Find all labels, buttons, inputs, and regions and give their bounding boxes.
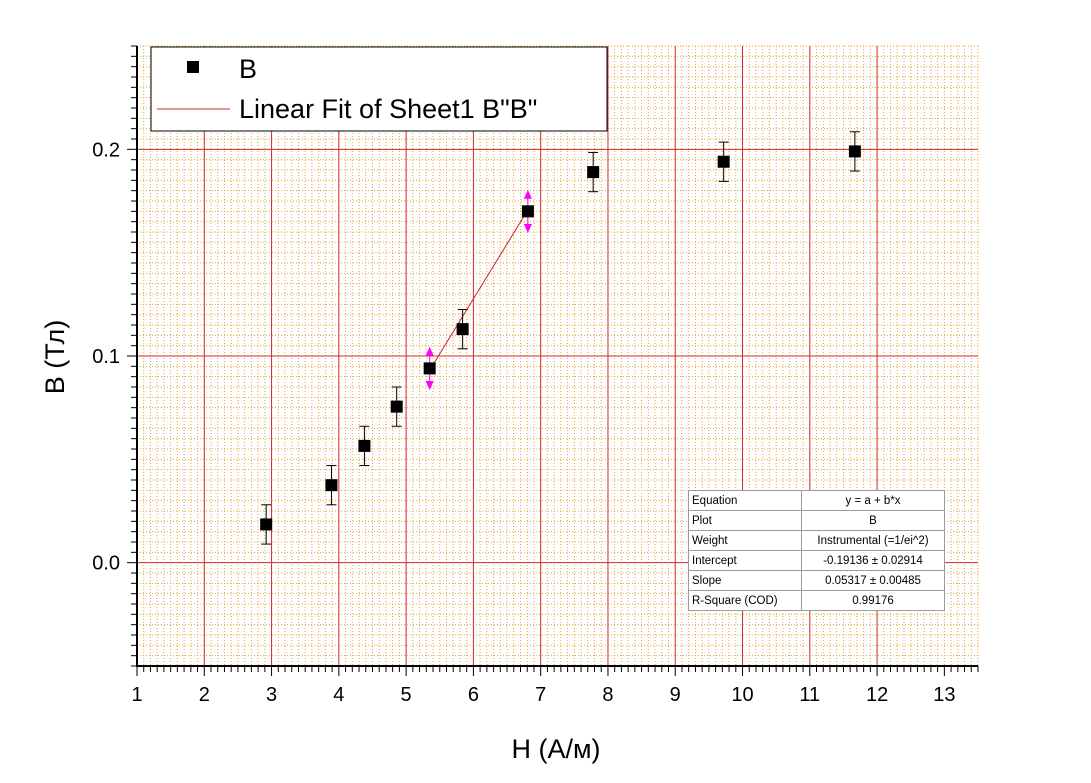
x-tick-label: 10 <box>731 684 753 706</box>
table-row: Equation y = a + b*x <box>688 490 945 511</box>
table-row: Slope 0.05317 ± 0.00485 <box>688 570 945 591</box>
legend-marker-square <box>187 61 199 73</box>
error-cap-arrow <box>523 189 532 199</box>
axes <box>127 45 979 676</box>
table-key: Plot <box>688 510 802 531</box>
data-point <box>260 518 273 531</box>
legend: B Linear Fit of Sheet1 B"B" <box>150 46 608 132</box>
fit-results-table: Equation y = a + b*x Plot B Weight Instr… <box>688 490 945 611</box>
x-tick-label: 3 <box>266 684 277 706</box>
error-cap-arrow <box>425 381 434 391</box>
data-point <box>848 145 861 158</box>
table-key: Intercept <box>688 550 802 571</box>
data-point <box>390 400 403 413</box>
y-tick-label: 0.2 <box>92 139 120 161</box>
legend-label-fit: Linear Fit of Sheet1 B"B" <box>239 94 537 124</box>
data-point <box>521 205 534 218</box>
tick-labels: 1 2 3 4 5 6 7 8 9 10 11 12 130.00.10.2 <box>92 139 955 706</box>
x-tick-label: 11 <box>799 684 820 706</box>
table-value: B <box>801 510 945 531</box>
error-cap-arrow <box>425 346 434 356</box>
x-tick-label: 7 <box>535 684 546 706</box>
x-axis-title: H (А/м) <box>511 734 600 764</box>
error-cap-arrow <box>523 223 532 233</box>
legend-label-b: B <box>239 54 257 84</box>
major-grid <box>137 46 978 666</box>
table-value: y = a + b*x <box>801 490 945 511</box>
legend-box <box>150 46 608 132</box>
fit-line <box>429 209 529 371</box>
x-tick-label: 12 <box>866 684 888 706</box>
data-point <box>325 479 338 492</box>
x-tick-label: 13 <box>933 684 955 706</box>
data-point <box>717 155 730 168</box>
table-row: Plot B <box>688 510 945 531</box>
x-tick-label: 6 <box>468 684 479 706</box>
data-point <box>456 323 469 336</box>
table-value: 0.99176 <box>801 590 945 611</box>
data-point <box>587 166 600 179</box>
table-value: -0.19136 ± 0.02914 <box>801 550 945 571</box>
y-axis-title: B (Тл) <box>40 320 70 395</box>
fit-line-layer <box>429 209 529 371</box>
x-tick-label: 1 <box>131 684 142 706</box>
data-point <box>358 439 371 452</box>
table-value: 0.05317 ± 0.00485 <box>801 570 945 591</box>
y-tick-label: 0.1 <box>92 346 120 368</box>
x-tick-label: 8 <box>602 684 613 706</box>
x-tick-label: 5 <box>401 684 412 706</box>
x-tick-label: 4 <box>333 684 344 706</box>
table-key: Slope <box>688 570 802 591</box>
table-value: Instrumental (=1/ei^2) <box>801 530 945 551</box>
data-point <box>423 362 436 375</box>
x-tick-label: 2 <box>199 684 210 706</box>
table-key: Equation <box>688 490 802 511</box>
table-row: R-Square (COD) 0.99176 <box>688 590 945 611</box>
x-tick-label: 9 <box>670 684 681 706</box>
table-row: Intercept -0.19136 ± 0.02914 <box>688 550 945 571</box>
table-row: Weight Instrumental (=1/ei^2) <box>688 530 945 551</box>
data-points <box>260 131 861 545</box>
table-key: Weight <box>688 530 802 551</box>
y-tick-label: 0.0 <box>92 553 120 575</box>
table-key: R-Square (COD) <box>688 590 802 611</box>
